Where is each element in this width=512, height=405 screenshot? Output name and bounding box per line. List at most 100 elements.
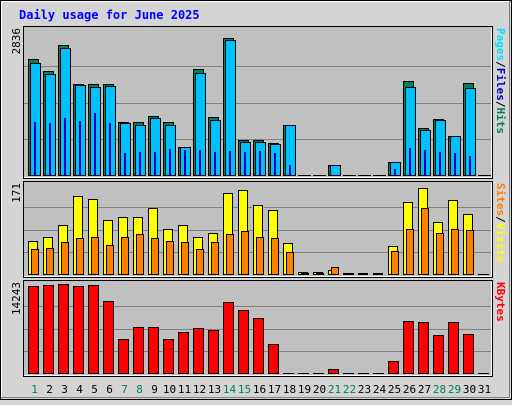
bar-files	[195, 73, 206, 176]
day-label: 8	[136, 383, 143, 396]
bar-sites	[46, 248, 54, 275]
bar-sites	[121, 237, 129, 275]
bar-pages	[124, 153, 126, 175]
panel-kbytes: 14243 KBytes	[10, 280, 507, 377]
series-legend: Sites/Visits	[494, 183, 507, 263]
day-label: 21	[328, 383, 341, 396]
y-max-label: 171	[10, 183, 23, 203]
day-label: 7	[121, 383, 128, 396]
day-label: 29	[448, 383, 461, 396]
bar-files	[435, 120, 446, 176]
bar-sites	[76, 238, 84, 275]
bar-sites	[31, 249, 39, 275]
bar-sites	[196, 249, 204, 275]
bar-sites	[436, 233, 444, 275]
bar-pages	[139, 152, 141, 175]
bar-kbytes	[223, 302, 234, 374]
bar-pages	[469, 156, 471, 175]
bar-files	[225, 40, 236, 176]
bar-visits	[358, 273, 368, 275]
day-label: 2	[46, 383, 53, 396]
bar-kbytes	[88, 285, 99, 374]
bar-pages	[154, 152, 156, 175]
legend-part: /	[494, 101, 507, 108]
day-label: 17	[268, 383, 281, 396]
bar-pages	[34, 122, 36, 175]
bar-kbytes	[448, 322, 459, 374]
bar-pages	[184, 150, 186, 175]
bar-sites	[316, 273, 324, 275]
day-label: 19	[298, 383, 311, 396]
bar-pages	[109, 123, 111, 175]
bar-sites	[106, 245, 114, 275]
bar-kbytes	[73, 286, 84, 374]
legend-part: /	[494, 216, 507, 223]
day-label: 31	[478, 383, 491, 396]
bar-pages	[394, 169, 396, 175]
day-label: 12	[193, 383, 206, 396]
bar-kbytes	[418, 322, 429, 374]
bar-sites	[226, 234, 234, 275]
day-label: 9	[151, 383, 158, 396]
bar-pages	[409, 148, 411, 175]
bar-kbytes	[163, 339, 174, 374]
bar-sites	[241, 231, 249, 275]
bar-sites	[346, 273, 354, 275]
day-label: 30	[463, 383, 476, 396]
bar-kbytes	[403, 321, 414, 374]
bar-files	[465, 88, 476, 176]
bar-pages	[454, 153, 456, 175]
legend-part: Sites	[494, 183, 507, 216]
bar-kbytes	[103, 301, 114, 374]
bar-pages	[169, 149, 171, 175]
day-label: 5	[91, 383, 98, 396]
day-label: 28	[433, 383, 446, 396]
bar-kbytes	[433, 335, 444, 374]
y-max-label: 14243	[10, 282, 23, 315]
bar-sites	[256, 237, 264, 275]
bar-pages	[424, 150, 426, 175]
bar-sites	[421, 208, 429, 275]
bar-pages	[79, 121, 81, 175]
day-label: 20	[313, 383, 326, 396]
bar-kbytes	[43, 285, 54, 374]
chart-title: Daily usage for June 2025	[19, 8, 200, 22]
bar-pages	[214, 152, 216, 175]
day-label: 6	[106, 383, 113, 396]
day-label: 16	[253, 383, 266, 396]
bar-pages	[259, 151, 261, 175]
series-legend: KBytes	[494, 282, 507, 322]
bar-sites	[286, 252, 294, 275]
bar-pages	[199, 150, 201, 175]
bar-sites	[61, 242, 69, 275]
day-label: 10	[163, 383, 176, 396]
day-label: 25	[388, 383, 401, 396]
bar-sites	[166, 241, 174, 275]
bar-files	[150, 118, 161, 176]
bar-kbytes	[193, 328, 204, 374]
bar-sites	[391, 251, 399, 275]
bar-sites	[136, 234, 144, 275]
day-label: 18	[283, 383, 296, 396]
day-label: 3	[61, 383, 68, 396]
bar-kbytes	[388, 361, 399, 374]
day-label: 14	[223, 383, 237, 396]
bar-sites	[301, 273, 309, 275]
legend-part: Files	[494, 68, 507, 101]
day-label: 4	[76, 383, 83, 396]
legend-part: /	[494, 61, 507, 68]
bar-pages	[274, 153, 276, 175]
bar-kbytes	[133, 327, 144, 374]
bar-pages	[49, 123, 51, 175]
bar-kbytes	[178, 332, 189, 374]
bar-pages	[229, 151, 231, 175]
bar-pages	[64, 118, 66, 175]
day-label: 24	[373, 383, 387, 396]
bar-sites	[466, 230, 474, 275]
y-max-label: 2836	[10, 28, 23, 55]
bar-kbytes	[148, 327, 159, 374]
bar-sites	[331, 267, 339, 275]
bar-visits	[373, 273, 383, 275]
